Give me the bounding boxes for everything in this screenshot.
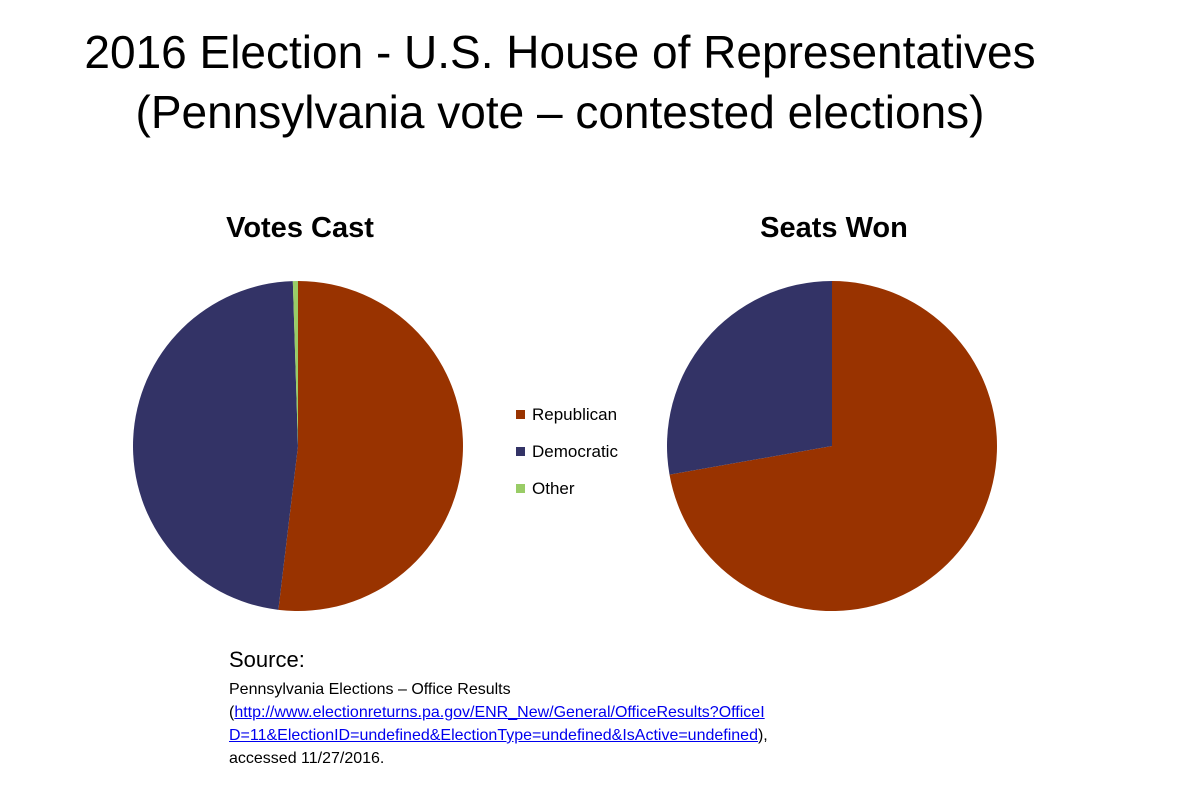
votes-cast-pie-chart: [133, 281, 464, 611]
legend-swatch-democratic: [516, 447, 525, 456]
legend-swatch-republican: [516, 410, 525, 419]
seats-won-pie-chart: [667, 281, 997, 611]
legend-item-democratic: Democratic: [516, 433, 618, 470]
source-heading: Source:: [229, 647, 305, 672]
close-paren: ),: [757, 727, 768, 744]
slide-title: 2016 Election - U.S. House of Representa…: [0, 22, 1120, 142]
pie-seats-slice-republican: [669, 281, 997, 611]
source-citation: Source: Pennsylvania Elections – Office …: [229, 646, 1169, 770]
legend-item-republican: Republican: [516, 396, 618, 433]
source-link-line-1: (http://www.electionreturns.pa.gov/ENR_N…: [229, 701, 1169, 724]
votes-cast-chart-title: Votes Cast: [226, 212, 374, 244]
source-accessed-date: accessed 11/27/2016.: [229, 750, 385, 767]
open-paren: (: [229, 704, 235, 721]
chart-legend: Republican Democratic Other: [516, 396, 618, 507]
title-line-2: (Pennsylvania vote – contested elections…: [135, 86, 985, 138]
pie-seats-slice-democratic: [667, 281, 832, 475]
source-link-block: (http://www.electionreturns.pa.gov/ENR_N…: [229, 701, 1169, 747]
source-link-part-1[interactable]: http://www.electionreturns.pa.gov/ENR_Ne…: [234, 704, 765, 721]
pie-votes-slice-republican: [278, 281, 464, 611]
legend-label-other: Other: [532, 478, 575, 498]
source-description: Pennsylvania Elections – Office Results: [229, 681, 511, 698]
source-body: Pennsylvania Elections – Office Results …: [229, 678, 1169, 770]
legend-swatch-other: [516, 484, 525, 493]
pie-votes-slice-other: [292, 281, 298, 446]
pie-votes-slice-democratic: [133, 281, 298, 610]
title-line-1: 2016 Election - U.S. House of Representa…: [84, 26, 1036, 78]
legend-label-republican: Republican: [532, 404, 618, 424]
seats-won-chart-title: Seats Won: [760, 212, 908, 244]
legend-label-democratic: Democratic: [532, 441, 618, 461]
legend-item-other: Other: [516, 470, 618, 507]
source-link-part-2[interactable]: D=11&ElectionID=undefined&ElectionType=u…: [229, 727, 758, 744]
source-link-line-2: D=11&ElectionID=undefined&ElectionType=u…: [229, 724, 1169, 747]
